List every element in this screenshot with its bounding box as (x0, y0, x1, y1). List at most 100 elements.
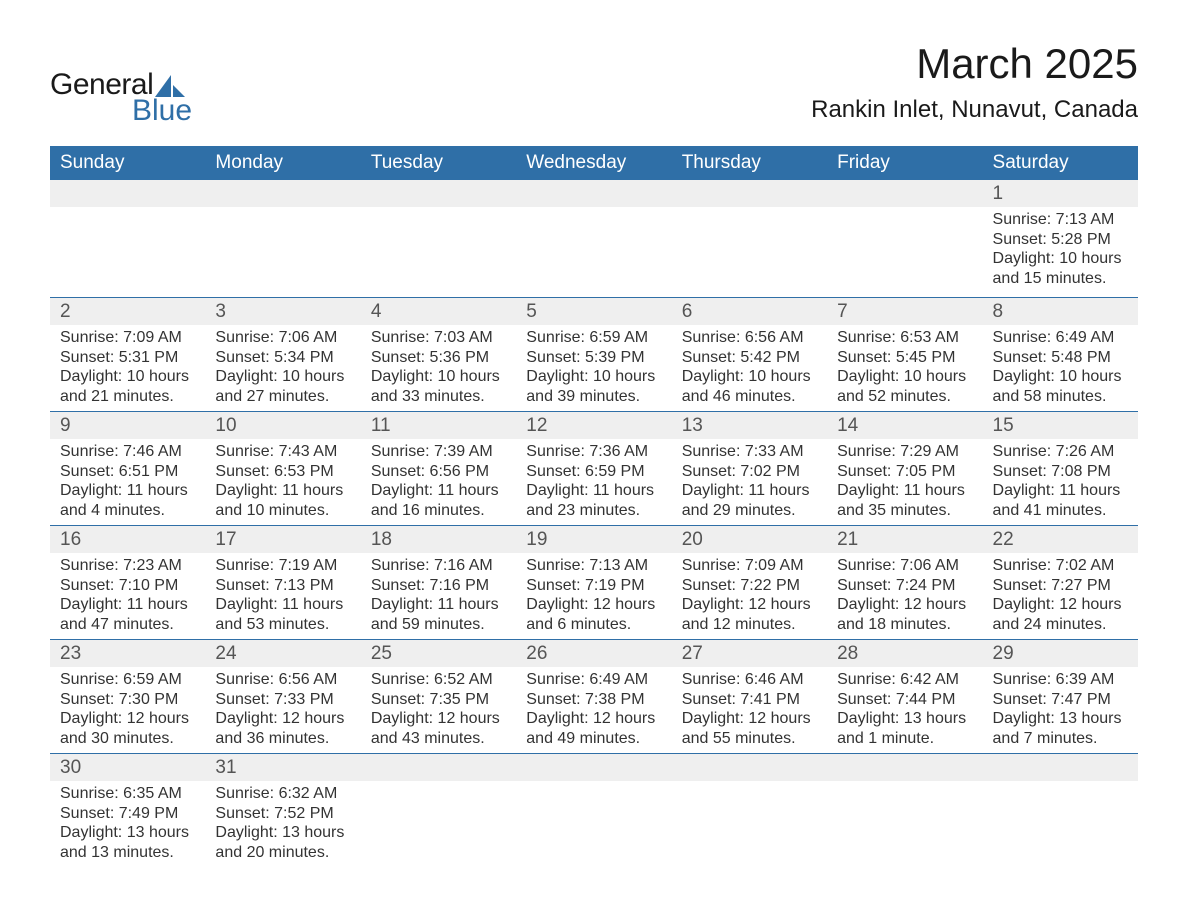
day-number-cell: 18 (361, 526, 516, 554)
day-number-cell: 23 (50, 640, 205, 668)
day-data-cell: Sunrise: 7:03 AMSunset: 5:36 PMDaylight:… (361, 325, 516, 412)
day-number (827, 754, 982, 780)
day-number-cell: 25 (361, 640, 516, 668)
day-data-cell: Sunrise: 7:13 AMSunset: 7:19 PMDaylight:… (516, 553, 671, 640)
day-daylight2: and 43 minutes. (371, 729, 506, 749)
day-data: Sunrise: 7:33 AMSunset: 7:02 PMDaylight:… (672, 439, 827, 525)
day-data-cell: Sunrise: 6:46 AMSunset: 7:41 PMDaylight:… (672, 667, 827, 754)
day-data-cell: Sunrise: 7:33 AMSunset: 7:02 PMDaylight:… (672, 439, 827, 526)
day-number: 30 (50, 754, 205, 781)
day-number: 9 (50, 412, 205, 439)
header: General Blue March 2025 Rankin Inlet, Nu… (50, 40, 1138, 128)
day-number-cell (50, 180, 205, 207)
day-sunset: Sunset: 7:49 PM (60, 804, 195, 824)
day-sunrise: Sunrise: 7:13 AM (526, 556, 661, 576)
day-data-cell: Sunrise: 7:26 AMSunset: 7:08 PMDaylight:… (983, 439, 1138, 526)
day-sunset: Sunset: 7:47 PM (993, 690, 1128, 710)
day-number-cell: 14 (827, 412, 982, 440)
day-number (50, 180, 205, 206)
calendar-table: SundayMondayTuesdayWednesdayThursdayFrid… (50, 146, 1138, 867)
day-sunset: Sunset: 7:10 PM (60, 576, 195, 596)
day-number-row: 2345678 (50, 298, 1138, 326)
day-sunset: Sunset: 7:41 PM (682, 690, 817, 710)
day-data: Sunrise: 7:03 AMSunset: 5:36 PMDaylight:… (361, 325, 516, 411)
day-data: Sunrise: 6:42 AMSunset: 7:44 PMDaylight:… (827, 667, 982, 753)
day-number-cell: 15 (983, 412, 1138, 440)
day-number: 20 (672, 526, 827, 553)
day-data (516, 207, 671, 297)
day-sunrise: Sunrise: 6:56 AM (215, 670, 350, 690)
day-data-cell: Sunrise: 6:39 AMSunset: 7:47 PMDaylight:… (983, 667, 1138, 754)
day-data: Sunrise: 7:13 AMSunset: 7:19 PMDaylight:… (516, 553, 671, 639)
day-number: 29 (983, 640, 1138, 667)
day-data-cell (205, 207, 360, 298)
day-data: Sunrise: 7:02 AMSunset: 7:27 PMDaylight:… (983, 553, 1138, 639)
day-number (672, 754, 827, 780)
day-number: 17 (205, 526, 360, 553)
day-data-cell: Sunrise: 7:46 AMSunset: 6:51 PMDaylight:… (50, 439, 205, 526)
day-data: Sunrise: 7:39 AMSunset: 6:56 PMDaylight:… (361, 439, 516, 525)
day-number-cell: 10 (205, 412, 360, 440)
day-data: Sunrise: 7:46 AMSunset: 6:51 PMDaylight:… (50, 439, 205, 525)
day-number-cell: 5 (516, 298, 671, 326)
day-data (672, 207, 827, 297)
day-daylight2: and 59 minutes. (371, 615, 506, 635)
day-number: 23 (50, 640, 205, 667)
day-data-cell: Sunrise: 7:09 AMSunset: 5:31 PMDaylight:… (50, 325, 205, 412)
day-sunrise: Sunrise: 6:32 AM (215, 784, 350, 804)
day-daylight1: Daylight: 12 hours (526, 709, 661, 729)
day-sunrise: Sunrise: 7:16 AM (371, 556, 506, 576)
day-number: 16 (50, 526, 205, 553)
day-data (361, 207, 516, 297)
day-daylight2: and 10 minutes. (215, 501, 350, 521)
day-data-cell: Sunrise: 6:42 AMSunset: 7:44 PMDaylight:… (827, 667, 982, 754)
day-number (361, 754, 516, 780)
day-daylight1: Daylight: 11 hours (60, 595, 195, 615)
day-data-row: Sunrise: 7:09 AMSunset: 5:31 PMDaylight:… (50, 325, 1138, 412)
day-number-cell: 1 (983, 180, 1138, 207)
day-daylight1: Daylight: 13 hours (837, 709, 972, 729)
day-data-cell (672, 207, 827, 298)
day-number-cell (516, 180, 671, 207)
day-data-cell: Sunrise: 7:06 AMSunset: 5:34 PMDaylight:… (205, 325, 360, 412)
day-sunrise: Sunrise: 7:39 AM (371, 442, 506, 462)
day-number: 13 (672, 412, 827, 439)
day-daylight1: Daylight: 10 hours (993, 367, 1128, 387)
day-number-cell: 28 (827, 640, 982, 668)
day-daylight2: and 21 minutes. (60, 387, 195, 407)
day-data: Sunrise: 7:36 AMSunset: 6:59 PMDaylight:… (516, 439, 671, 525)
day-daylight2: and 12 minutes. (682, 615, 817, 635)
day-sunset: Sunset: 7:30 PM (60, 690, 195, 710)
day-number: 19 (516, 526, 671, 553)
day-data-cell: Sunrise: 7:23 AMSunset: 7:10 PMDaylight:… (50, 553, 205, 640)
day-daylight2: and 20 minutes. (215, 843, 350, 863)
logo: General Blue (50, 68, 192, 128)
day-number (361, 180, 516, 206)
day-data-row: Sunrise: 6:59 AMSunset: 7:30 PMDaylight:… (50, 667, 1138, 754)
weekday-header: Thursday (672, 146, 827, 180)
day-data (516, 781, 671, 859)
day-sunrise: Sunrise: 6:59 AM (526, 328, 661, 348)
day-daylight1: Daylight: 10 hours (837, 367, 972, 387)
day-data: Sunrise: 6:56 AMSunset: 5:42 PMDaylight:… (672, 325, 827, 411)
day-data-cell: Sunrise: 6:49 AMSunset: 7:38 PMDaylight:… (516, 667, 671, 754)
day-data: Sunrise: 7:23 AMSunset: 7:10 PMDaylight:… (50, 553, 205, 639)
day-number-cell (205, 180, 360, 207)
day-number-cell (672, 180, 827, 207)
day-number: 11 (361, 412, 516, 439)
day-data-row: Sunrise: 7:23 AMSunset: 7:10 PMDaylight:… (50, 553, 1138, 640)
day-data: Sunrise: 6:39 AMSunset: 7:47 PMDaylight:… (983, 667, 1138, 753)
day-daylight1: Daylight: 11 hours (682, 481, 817, 501)
day-number-cell: 12 (516, 412, 671, 440)
day-data: Sunrise: 7:06 AMSunset: 5:34 PMDaylight:… (205, 325, 360, 411)
day-daylight1: Daylight: 12 hours (682, 709, 817, 729)
day-data-cell: Sunrise: 7:16 AMSunset: 7:16 PMDaylight:… (361, 553, 516, 640)
day-data: Sunrise: 7:16 AMSunset: 7:16 PMDaylight:… (361, 553, 516, 639)
day-number-cell: 4 (361, 298, 516, 326)
day-number: 15 (983, 412, 1138, 439)
day-sunrise: Sunrise: 7:13 AM (993, 210, 1128, 230)
day-daylight2: and 23 minutes. (526, 501, 661, 521)
day-daylight1: Daylight: 13 hours (993, 709, 1128, 729)
day-data (983, 781, 1138, 859)
day-daylight2: and 15 minutes. (993, 269, 1128, 289)
